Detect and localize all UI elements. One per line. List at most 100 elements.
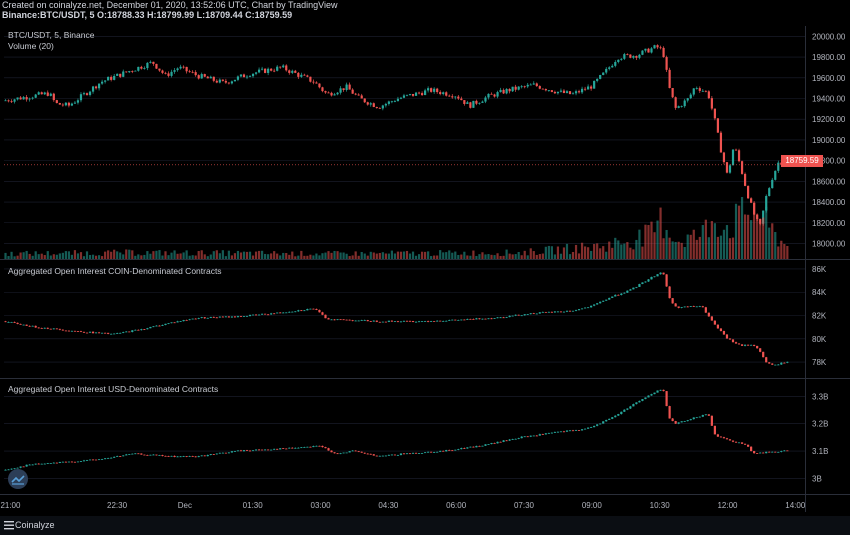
candle-body: [674, 421, 677, 424]
volume-bar: [185, 250, 188, 259]
candle-body: [19, 323, 22, 325]
candle-body: [97, 83, 101, 89]
candle-body: [110, 457, 113, 459]
candle-body: [424, 452, 427, 454]
volume-bar: [668, 237, 671, 259]
candle-body: [427, 451, 430, 453]
candle-body: [206, 455, 209, 457]
candle-body: [469, 318, 472, 320]
y-tick-label: 19400.00: [812, 94, 846, 103]
candle-body: [689, 94, 692, 99]
candle-body: [324, 91, 327, 93]
y-tick-label: 19000.00: [812, 136, 846, 145]
candle-body: [218, 452, 221, 454]
candle-body: [194, 456, 197, 458]
candle-body: [707, 312, 710, 317]
candle-body: [312, 81, 315, 83]
candle-body: [267, 68, 270, 73]
chart-canvas[interactable]: 20000.00 19800.00 19600.00 19400.00 19200.00…: [0, 0, 850, 516]
candle-body: [460, 319, 463, 321]
candle-body: [152, 454, 155, 456]
volume-bar: [408, 253, 412, 259]
candle-body: [632, 287, 635, 290]
candle-body: [146, 62, 149, 69]
volume-bar: [716, 236, 720, 259]
volume-bar: [520, 255, 523, 259]
volume-bar: [740, 197, 744, 259]
candle-body: [777, 364, 780, 366]
candle-body: [484, 97, 487, 102]
candle-body: [538, 434, 541, 436]
volume-bar: [602, 246, 605, 259]
volume-bar: [348, 256, 351, 259]
volume-bar: [683, 246, 686, 259]
candle-body: [194, 318, 197, 320]
candle-body: [608, 418, 611, 420]
candle-body: [580, 88, 584, 93]
candle-body: [665, 57, 668, 70]
candle-body: [88, 91, 92, 95]
candle-body: [466, 318, 469, 320]
candle-body: [541, 88, 544, 90]
candle-body: [692, 417, 695, 420]
volume-bar: [786, 245, 789, 259]
candle-body: [448, 320, 451, 321]
candle-body: [173, 70, 176, 72]
candle-body: [206, 76, 209, 79]
menu-icon: [4, 521, 14, 530]
candle-body: [677, 306, 680, 308]
candle-body: [303, 447, 306, 448]
candle-body: [73, 330, 77, 332]
candle-body: [182, 66, 185, 68]
candle-body: [571, 93, 575, 95]
volume-bar: [306, 255, 309, 259]
candle-body: [170, 455, 173, 457]
candle-body: [626, 290, 629, 293]
candle-body: [653, 276, 656, 278]
candle-body: [683, 421, 686, 422]
volume-bar: [472, 250, 475, 259]
y-tick-label: 18400.00: [812, 198, 846, 207]
volume-bar: [638, 229, 641, 259]
candle-body: [716, 434, 720, 437]
volume-bar: [508, 253, 511, 259]
candle-body: [719, 328, 723, 332]
volume-bar: [396, 251, 400, 259]
volume-bar: [46, 251, 49, 259]
volume-bar: [336, 251, 339, 259]
candle-body: [288, 447, 291, 449]
candle-body: [194, 72, 197, 76]
candle-body: [152, 61, 155, 64]
candle-body: [339, 88, 342, 93]
candle-body: [553, 91, 557, 94]
candle-body: [85, 332, 89, 334]
volume-bar: [632, 249, 635, 259]
candle-body: [245, 450, 249, 451]
candle-body: [710, 316, 713, 321]
volume-bar: [37, 254, 40, 259]
candle-body: [701, 306, 704, 308]
volume-bar: [493, 255, 496, 259]
candle-body: [167, 323, 170, 324]
candle-body: [113, 333, 116, 335]
candle-body: [786, 450, 789, 452]
candle-body: [197, 75, 200, 79]
volume-bar: [768, 227, 771, 259]
candle-body: [484, 318, 487, 320]
candle-body: [614, 61, 617, 66]
candle-body: [756, 453, 759, 454]
candle-body: [185, 320, 188, 321]
candle-body: [405, 320, 409, 322]
volume-bar: [611, 247, 614, 259]
volume-bar: [360, 251, 363, 259]
candle-body: [31, 325, 34, 327]
candle-body: [16, 97, 19, 100]
volume-bar: [411, 251, 415, 259]
candle-body: [478, 318, 481, 320]
volume-bar: [61, 252, 64, 259]
volume-bar: [556, 246, 560, 259]
volume-bar: [369, 251, 372, 259]
candle-body: [309, 76, 312, 82]
candle-body: [457, 96, 460, 99]
candle-body: [768, 451, 771, 453]
